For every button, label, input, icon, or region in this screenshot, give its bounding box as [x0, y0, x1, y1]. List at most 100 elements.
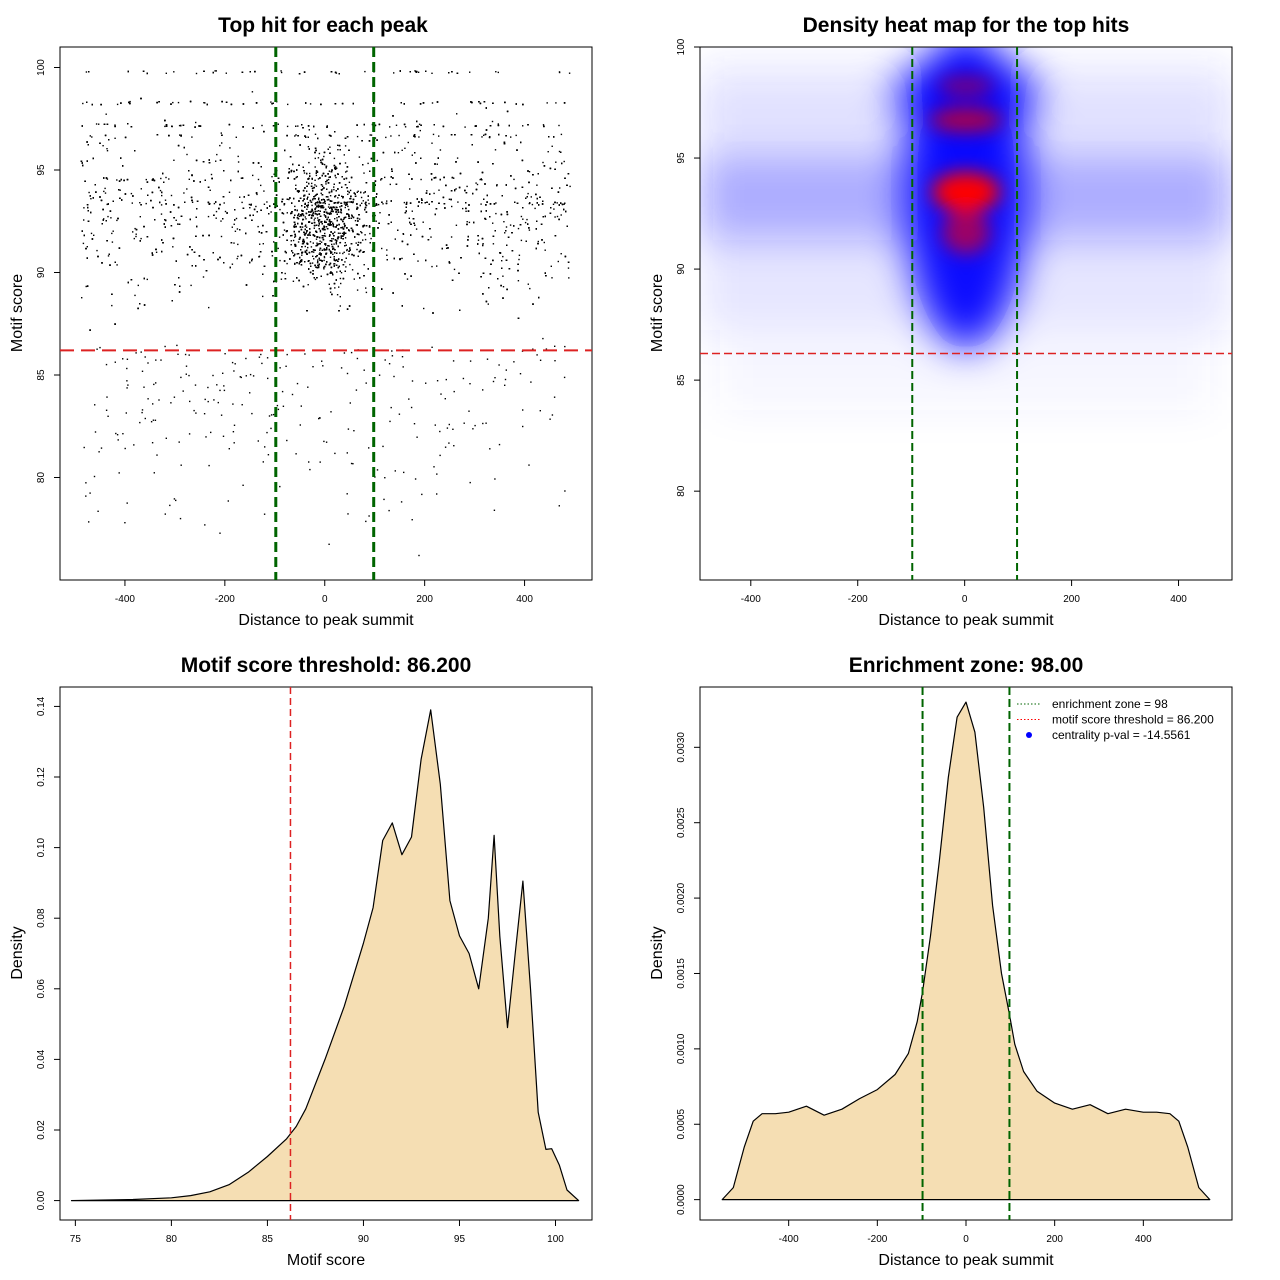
scatter-point	[343, 154, 345, 156]
scatter-point	[121, 199, 123, 201]
scatter-point	[479, 102, 482, 105]
scatter-point	[409, 71, 411, 73]
scatter-point	[252, 214, 254, 216]
scatter-point	[551, 187, 553, 189]
scatter-point	[522, 218, 524, 220]
scatter-point	[483, 101, 486, 103]
scatter-point	[277, 177, 280, 179]
scatter-point	[319, 229, 322, 232]
scatter-point	[324, 228, 326, 231]
scatter-point	[502, 275, 504, 277]
scatter-point	[344, 237, 347, 239]
scatter-point	[403, 123, 406, 126]
scatter-point	[345, 177, 348, 180]
scatter-point	[308, 211, 310, 213]
scatter-point	[480, 203, 482, 205]
scatter-point	[470, 134, 473, 136]
scatter-point	[135, 228, 138, 231]
scatter-point	[362, 164, 364, 166]
scatter-point	[365, 204, 367, 206]
scatter-point	[330, 271, 332, 273]
scatter-point	[319, 231, 322, 233]
scatter-point	[301, 243, 304, 245]
scatter-point	[286, 198, 289, 200]
scatter-point	[314, 198, 316, 200]
scatter-point	[116, 103, 119, 106]
scatter-point	[301, 213, 304, 215]
scatter-point	[219, 144, 221, 147]
scatter-point	[230, 242, 233, 244]
scatter-point	[287, 177, 289, 179]
scatter-point	[365, 204, 368, 207]
scatter-point	[409, 202, 412, 204]
scatter-point	[279, 259, 281, 262]
scatter-point	[554, 201, 556, 204]
scatter-point	[251, 91, 254, 93]
scatter-point	[255, 205, 257, 208]
scatter-point	[89, 195, 91, 197]
scatter-point	[313, 219, 315, 221]
scatter-point	[465, 192, 468, 194]
scatter-point	[342, 277, 345, 280]
scatter-point	[473, 221, 475, 224]
scatter-point	[313, 125, 315, 128]
scatter-point	[294, 223, 296, 225]
scatter-point	[332, 238, 335, 240]
scatter-point	[519, 224, 522, 226]
scatter-point	[317, 264, 319, 266]
scatter-point	[160, 204, 163, 206]
scatter-point	[324, 244, 327, 246]
scatter-point	[158, 186, 160, 189]
scatter-point	[228, 191, 231, 193]
scatter-point	[286, 212, 288, 214]
scatter-point	[420, 124, 422, 126]
scatter-point	[314, 184, 316, 186]
scatter-point	[350, 195, 352, 197]
scatter-point	[175, 219, 177, 221]
scatter-point	[345, 204, 347, 206]
scatter-point	[437, 157, 439, 159]
scatter-point	[337, 228, 340, 230]
scatter-point	[164, 125, 166, 128]
scatter-point	[348, 201, 350, 203]
scatter-point	[317, 157, 320, 159]
scatter-point	[299, 256, 301, 259]
scatter-point	[301, 251, 304, 253]
scatter-point	[315, 256, 317, 258]
scatter-point	[478, 101, 480, 103]
scatter-point	[377, 227, 379, 229]
scatter-point	[316, 217, 319, 219]
scatter-point	[342, 196, 344, 198]
scatter-point	[492, 163, 494, 165]
scatter-point	[319, 243, 321, 245]
scatter-point	[466, 185, 468, 188]
scatter-point	[300, 260, 303, 263]
scatter-point	[348, 253, 350, 255]
scatter-point	[314, 208, 316, 210]
scatter-point	[535, 228, 537, 230]
scatter-point	[331, 240, 333, 242]
scatter-point	[322, 207, 324, 209]
scatter-point	[511, 232, 513, 234]
scatter-point	[451, 205, 453, 208]
scatter-point	[330, 210, 333, 212]
scatter-point	[560, 151, 562, 153]
scatter-point	[290, 212, 292, 215]
scatter-point	[313, 227, 315, 229]
scatter-point	[530, 196, 532, 198]
scatter-point	[244, 217, 247, 219]
scatter-point	[318, 219, 321, 221]
scatter-point	[112, 200, 114, 202]
scatter-point	[338, 73, 340, 75]
scatter-point	[563, 203, 565, 205]
scatter-point	[557, 191, 560, 193]
scatter-point	[390, 135, 392, 137]
scatter-point	[259, 243, 261, 245]
scatter-point	[280, 71, 283, 74]
scatter-point	[420, 157, 422, 159]
scatter-point	[319, 247, 322, 250]
scatter-point	[270, 211, 272, 213]
scatter-point	[333, 183, 335, 185]
scatter-point	[341, 232, 344, 235]
scatter-point	[347, 190, 349, 192]
